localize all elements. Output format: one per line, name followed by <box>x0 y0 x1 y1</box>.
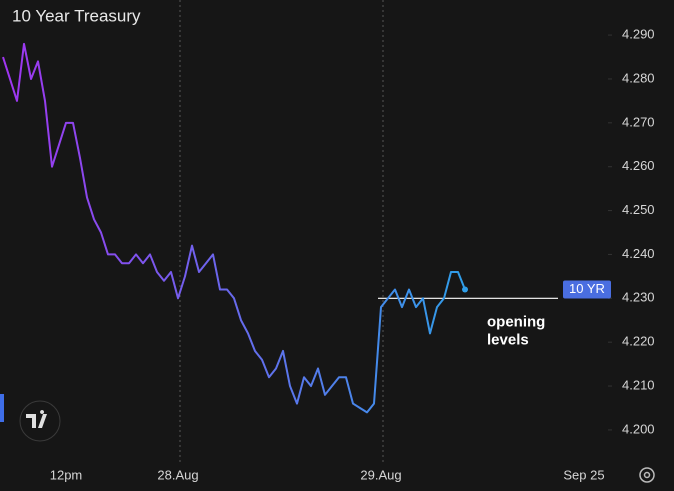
side-tab[interactable] <box>0 394 4 422</box>
y-tick-label: 4.280 <box>622 70 655 85</box>
x-tick-label: 28.Aug <box>157 467 198 482</box>
y-tick-label: 4.200 <box>622 421 655 436</box>
logo <box>19 400 61 442</box>
x-tick-label: Sep 25 <box>563 467 604 482</box>
last-point <box>462 286 468 293</box>
annotation-line: levels <box>487 331 529 348</box>
y-tick-label: 4.210 <box>622 377 655 392</box>
chart-title: 10 Year Treasury <box>12 6 141 25</box>
y-tick-label: 4.250 <box>622 202 655 217</box>
x-tick-label: 29.Aug <box>360 467 401 482</box>
y-tick-label: 4.270 <box>622 114 655 129</box>
legend-label: 10 YR <box>569 281 605 296</box>
y-tick-label: 4.290 <box>622 27 655 42</box>
y-tick-label: 4.230 <box>622 290 655 305</box>
y-tick-label: 4.220 <box>622 334 655 349</box>
annotation-line: opening <box>487 313 545 330</box>
x-tick-label: 12pm <box>50 467 83 482</box>
series-badge <box>563 280 611 299</box>
series-line <box>2 42 466 414</box>
settings-icon[interactable] <box>639 467 655 483</box>
y-tick-label: 4.260 <box>622 158 655 173</box>
annotation: opening levels <box>487 313 545 348</box>
y-tick-label: 4.240 <box>622 246 655 261</box>
